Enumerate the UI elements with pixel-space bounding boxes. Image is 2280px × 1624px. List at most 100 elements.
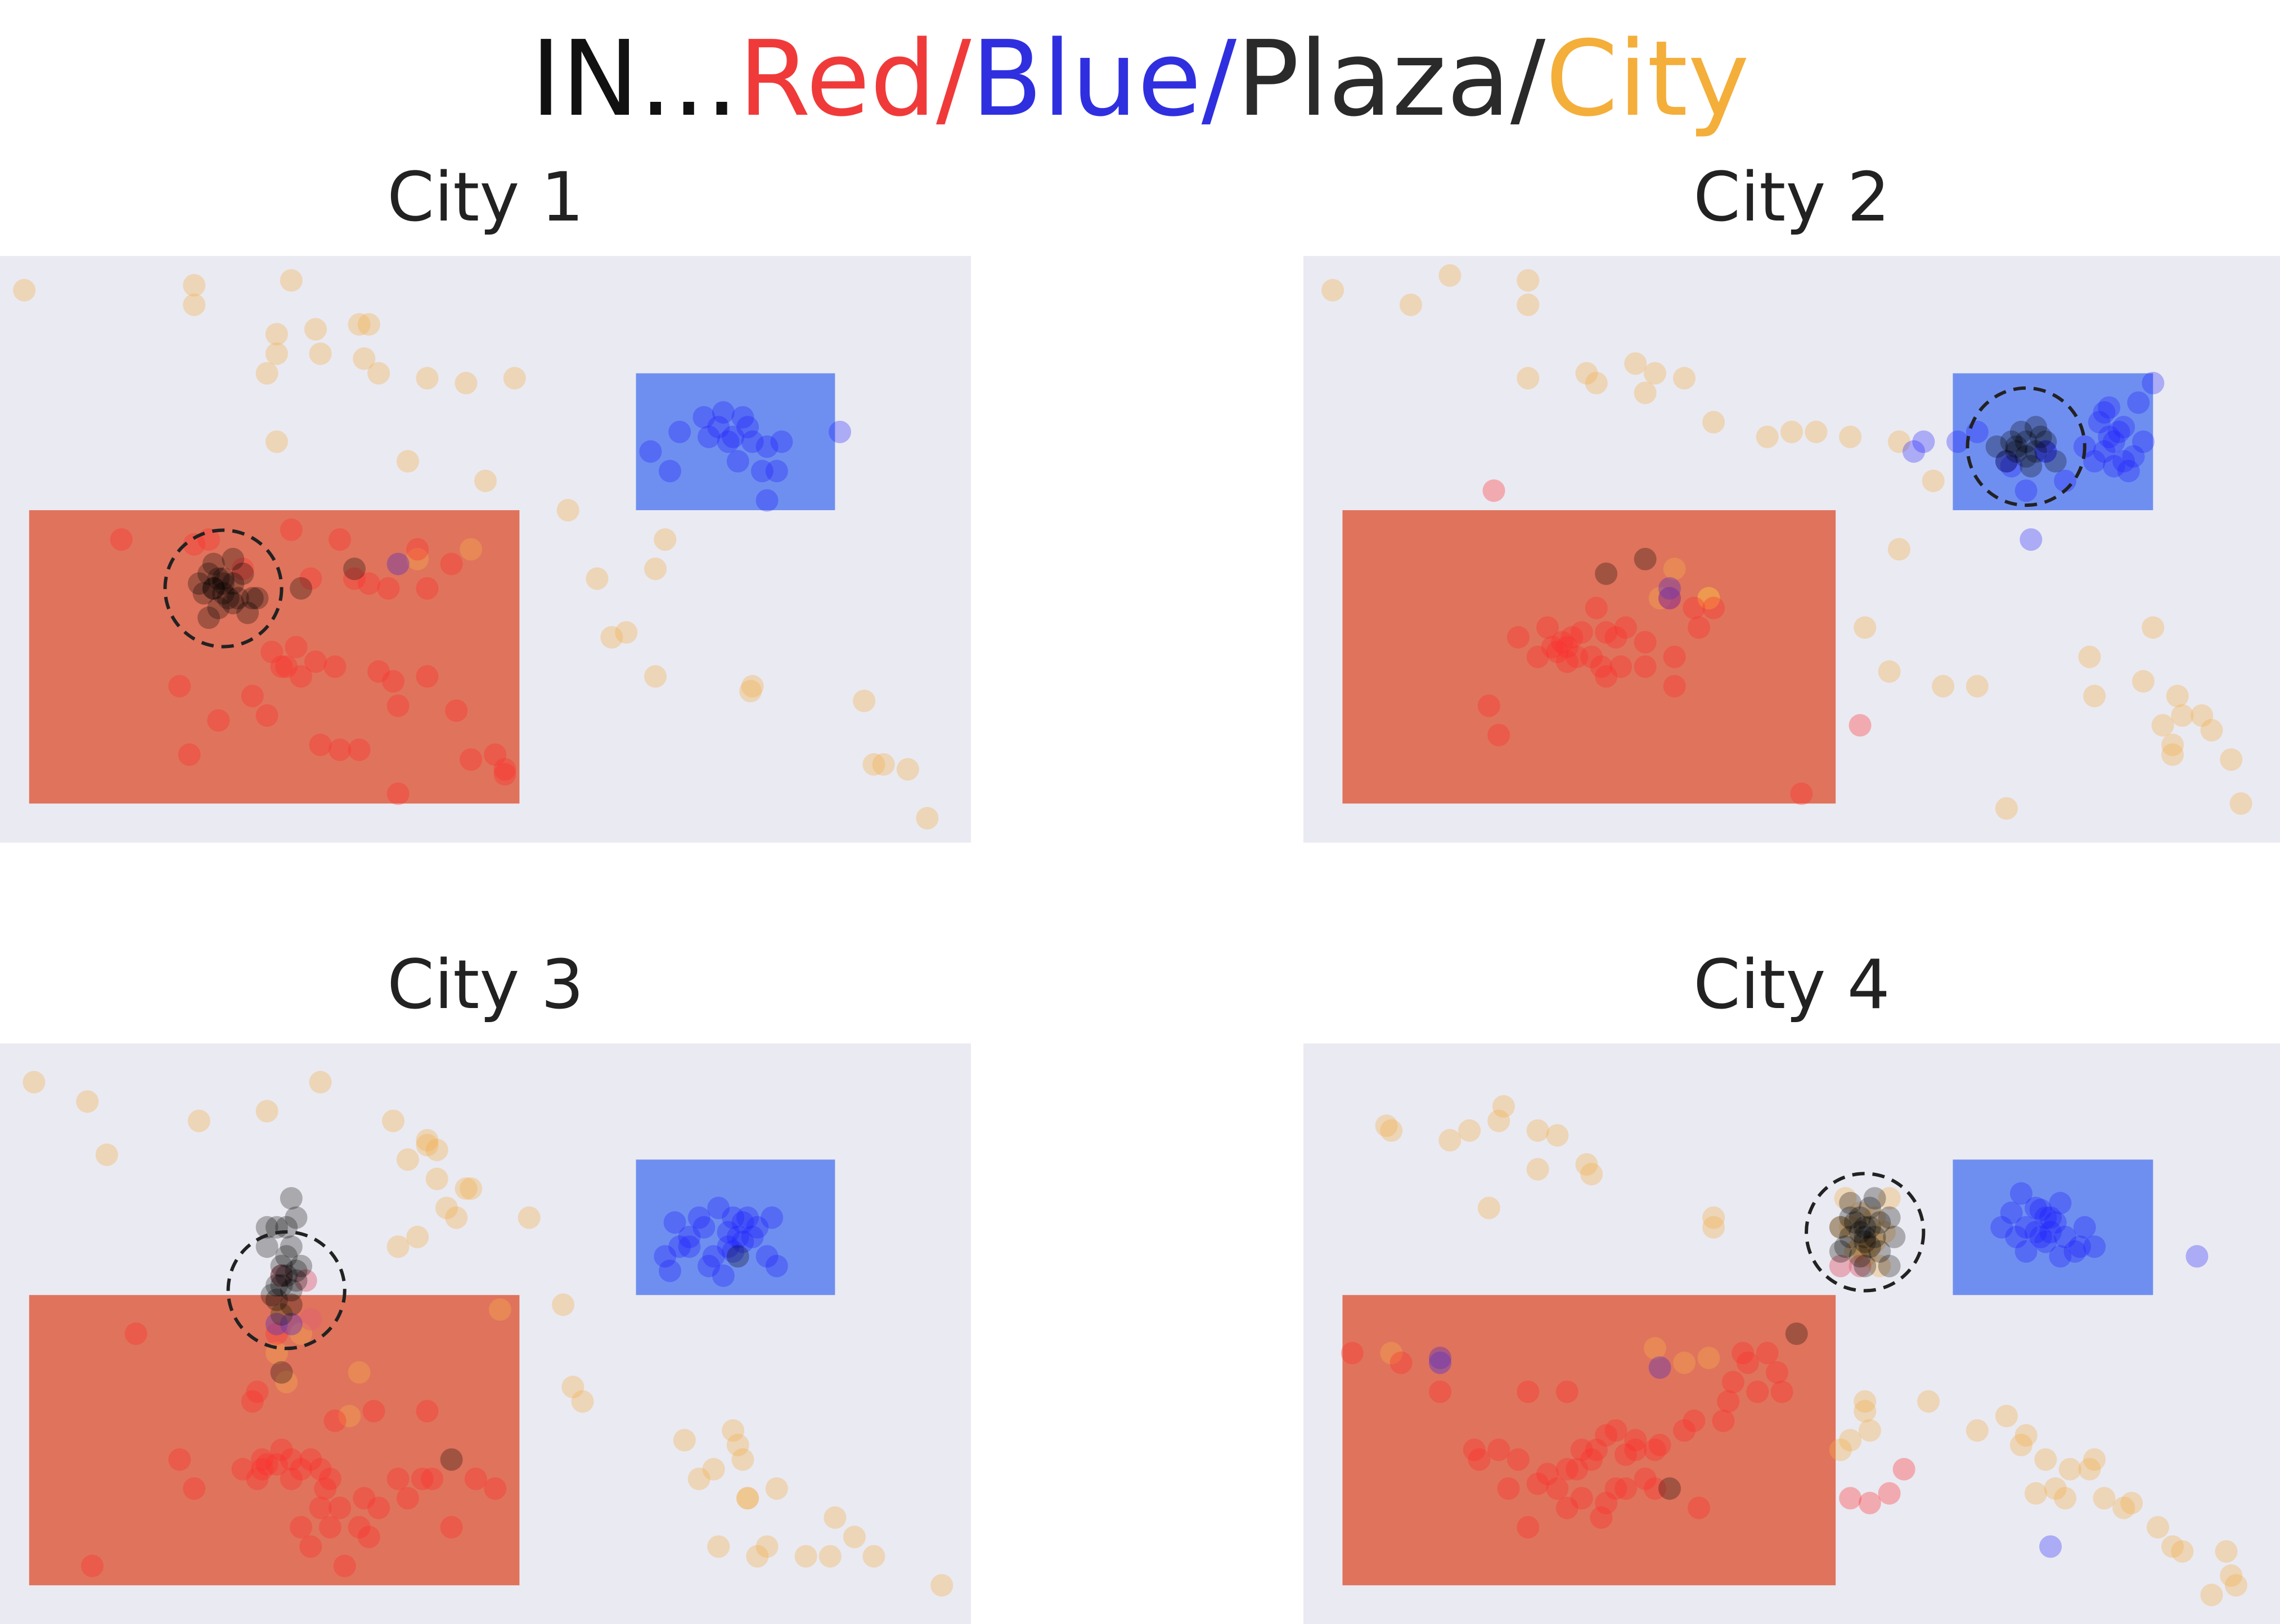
city-point xyxy=(746,1545,769,1568)
blue-point xyxy=(726,1226,749,1248)
city-point xyxy=(1575,362,1598,385)
plaza-point xyxy=(1858,1235,1881,1258)
red-point xyxy=(1604,1477,1627,1500)
plaza-point xyxy=(187,572,210,595)
red-point xyxy=(460,748,483,771)
red-point xyxy=(1673,1419,1696,1442)
red-point xyxy=(1839,1487,1862,1510)
red-point xyxy=(246,1380,269,1403)
city-point xyxy=(824,1506,847,1529)
city-point xyxy=(1839,425,1862,448)
plaza-point xyxy=(1834,1235,1857,1258)
red-point xyxy=(1526,645,1549,668)
red-point xyxy=(1546,1477,1569,1500)
red-point xyxy=(323,1409,347,1432)
red-point xyxy=(377,577,400,600)
plaza-point xyxy=(1634,547,1657,570)
plaza-point xyxy=(1839,1191,1862,1214)
red-point xyxy=(280,1448,303,1471)
red-point xyxy=(464,1468,487,1490)
plaza-point xyxy=(212,572,235,595)
city-point xyxy=(1829,1216,1852,1239)
plaza-point xyxy=(270,1274,293,1297)
red-point xyxy=(1614,616,1637,639)
city-point xyxy=(396,450,419,473)
red-point xyxy=(124,1322,147,1345)
red-point xyxy=(1732,1342,1755,1365)
city-point xyxy=(1663,557,1686,581)
red-point xyxy=(1683,596,1706,619)
city-point xyxy=(2093,1487,2116,1510)
city-point xyxy=(1517,269,1540,292)
city-point xyxy=(2131,670,2155,693)
city-point xyxy=(1517,367,1540,390)
plaza-point xyxy=(1995,450,2018,473)
city-point xyxy=(2220,748,2243,771)
plaza-point xyxy=(265,1288,288,1311)
city-point xyxy=(2112,1496,2135,1519)
city-point xyxy=(1643,1337,1666,1360)
red-point xyxy=(440,1516,463,1538)
blue-point xyxy=(2127,391,2150,414)
plaza-point xyxy=(2025,440,2047,463)
city-point xyxy=(382,1109,405,1132)
red-point xyxy=(382,670,405,693)
red-point xyxy=(314,1477,337,1500)
red-point xyxy=(493,758,516,781)
city-point xyxy=(455,1177,478,1200)
blue-point xyxy=(639,440,662,463)
blue-point xyxy=(2034,1230,2057,1253)
city-point xyxy=(2229,792,2252,815)
scatter-plot xyxy=(1303,256,2280,843)
plaza-point xyxy=(270,1361,293,1384)
plaza-point xyxy=(1868,1240,1891,1263)
blue-point xyxy=(2102,455,2125,478)
red-point xyxy=(1595,1424,1618,1447)
panel-title-city-2: City 2 xyxy=(1693,159,1890,237)
plaza-point xyxy=(222,547,245,570)
city-point xyxy=(1839,1429,1862,1452)
blue-point xyxy=(2117,460,2140,483)
blue-point xyxy=(1648,1356,1671,1379)
city-point xyxy=(1697,1347,1720,1369)
plaza-point xyxy=(1849,1206,1872,1229)
city-point xyxy=(615,621,638,644)
title-parts: Red/Blue/Plaza/City xyxy=(739,18,1750,140)
city-point xyxy=(1843,1240,1867,1263)
red-point xyxy=(241,1390,264,1413)
blue-point xyxy=(1429,1351,1452,1374)
red-point xyxy=(290,665,313,688)
city-point xyxy=(95,1143,118,1166)
red-point xyxy=(329,528,352,551)
city-point xyxy=(2078,1457,2101,1481)
red-point xyxy=(1580,645,1603,668)
red-point xyxy=(290,1457,313,1481)
blue-point xyxy=(2049,1191,2072,1214)
red-point xyxy=(270,655,293,678)
blue-point xyxy=(746,1216,769,1239)
city-point xyxy=(1634,381,1657,404)
blue-point xyxy=(2112,416,2135,439)
red-point xyxy=(386,1468,410,1490)
city-point xyxy=(1697,587,1720,610)
red-point xyxy=(183,533,206,556)
red-point xyxy=(353,1487,376,1510)
plaza-point xyxy=(343,557,366,581)
red-point xyxy=(323,655,347,678)
red-point xyxy=(386,782,410,806)
plaza-point xyxy=(440,1448,463,1471)
red-point xyxy=(110,528,133,551)
red-point xyxy=(493,763,516,786)
plaza-point xyxy=(212,582,235,605)
plaza-point xyxy=(270,1264,293,1287)
plaza-point xyxy=(202,577,225,600)
scatter-panel-city-3 xyxy=(0,1043,971,1624)
red-point xyxy=(1551,631,1574,654)
red-point xyxy=(329,738,352,761)
plaza-point xyxy=(1849,1245,1872,1268)
plaza-point xyxy=(2014,430,2038,453)
city-point xyxy=(862,753,885,776)
city-point xyxy=(1858,1419,1881,1442)
city-point xyxy=(1697,587,1720,610)
city-point xyxy=(1805,420,1828,443)
